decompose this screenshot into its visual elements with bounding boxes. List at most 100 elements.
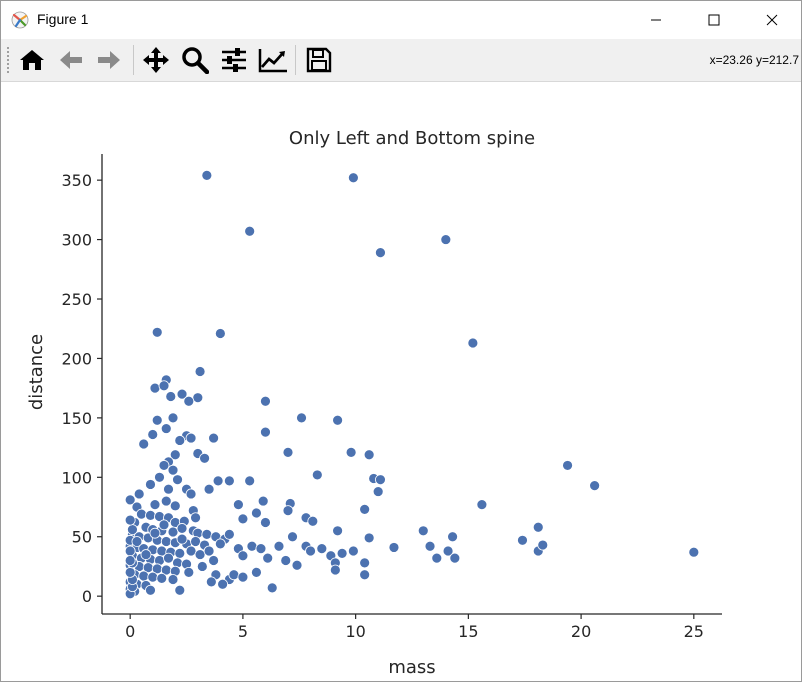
forward-button[interactable] [92,43,126,77]
scatter-point [336,547,348,559]
scatter-point [190,512,201,524]
scatter-point [282,505,294,516]
close-icon [766,14,778,26]
save-button[interactable] [302,43,336,77]
maximize-button[interactable] [685,1,743,39]
move-icon [143,47,169,73]
scatter-point [589,480,601,492]
scatter-point [167,464,179,476]
scatter-point [145,584,156,596]
scatter-point [359,504,371,515]
toolbar-grip[interactable] [7,47,11,73]
scatter-point [332,414,344,426]
title-bar[interactable]: Figure 1 [1,1,801,39]
scatter-point [244,475,256,487]
scatter-point [163,483,174,495]
home-button[interactable] [15,43,49,77]
scatter-point [158,519,170,531]
arrow-right-icon [98,51,120,69]
x-tick-label: 5 [238,622,248,641]
scatter-point [124,555,136,566]
scatter-point [260,517,271,528]
scatter-point [174,584,186,596]
y-tick-label: 300 [61,231,92,250]
x-axis-ticks: 0 5 10 15 20 25 [125,614,704,641]
scatter-point [688,546,700,558]
scatter-point [167,526,179,538]
scatter-point [208,555,220,566]
scatter-point [237,550,249,562]
pan-button[interactable] [139,43,173,77]
matplotlib-icon [11,11,29,29]
scatter-point [375,474,386,486]
scatter-point [131,536,143,547]
minimize-icon [651,19,661,21]
chart-line-icon [258,49,287,73]
data-points [124,169,700,600]
scatter-point [388,542,400,553]
scatter-point [192,392,204,404]
scatter-point [467,337,479,349]
scatter-point [205,576,217,588]
scatter-point [232,499,244,511]
scatter-point [223,528,235,540]
scatter-point [363,532,375,544]
zoom-button[interactable] [178,43,212,77]
y-tick-label: 200 [61,349,92,368]
scatter-point [214,538,226,550]
scatter-point [149,382,161,394]
scatter-point [160,536,172,547]
scatter-point [257,495,269,507]
x-tick-label: 20 [571,622,591,641]
scatter-point [228,569,240,581]
scatter-point [167,412,179,424]
scatter-point [133,488,145,500]
figure-canvas[interactable]: Only Left and Bottom spine 0 5 10 15 20 25 0 5… [1,82,801,681]
scatter-point [260,426,271,438]
scatter-point [246,540,258,552]
scatter-point [291,559,303,571]
scatter-point [255,543,267,555]
scatter-point [156,572,168,584]
scatter-point [147,571,159,583]
y-tick-label: 150 [61,409,92,428]
scatter-point [194,366,206,377]
scatter-point [176,388,188,400]
scatter-chart: Only Left and Bottom spine 0 5 10 15 20 25 0 5… [26,128,722,678]
scatter-point [145,479,156,490]
scatter-point [149,527,161,539]
scatter-point [347,545,359,557]
scatter-point [537,539,549,551]
y-tick-label: 350 [61,171,92,190]
scatter-point [124,494,136,506]
scatter-point [208,432,220,444]
arrow-left-icon [60,51,82,69]
scatter-point [158,460,170,471]
scatter-point [147,429,159,440]
scatter-point [203,483,215,495]
close-button[interactable] [743,1,801,39]
back-button[interactable] [54,43,88,77]
scatter-point [185,545,197,557]
scatter-point [449,552,461,564]
scatter-point [124,545,136,557]
scatter-point [424,540,436,552]
y-tick-label: 250 [61,290,92,309]
maximize-icon [708,14,720,26]
scatter-point [532,521,544,533]
scatter-point [167,574,179,585]
scatter-point [158,380,170,392]
configure-button[interactable] [217,43,251,77]
minimize-button[interactable] [627,1,685,39]
edit-axes-button[interactable] [256,43,290,77]
scatter-point [305,545,316,557]
y-tick-label: 0 [82,587,92,606]
scatter-point [174,435,186,446]
scatter-point [154,471,165,483]
scatter-point [163,552,174,564]
scatter-point [417,525,429,537]
scatter-point [185,432,197,444]
scatter-point [307,515,319,527]
scatter-point [160,423,172,434]
scatter-point [176,523,188,534]
